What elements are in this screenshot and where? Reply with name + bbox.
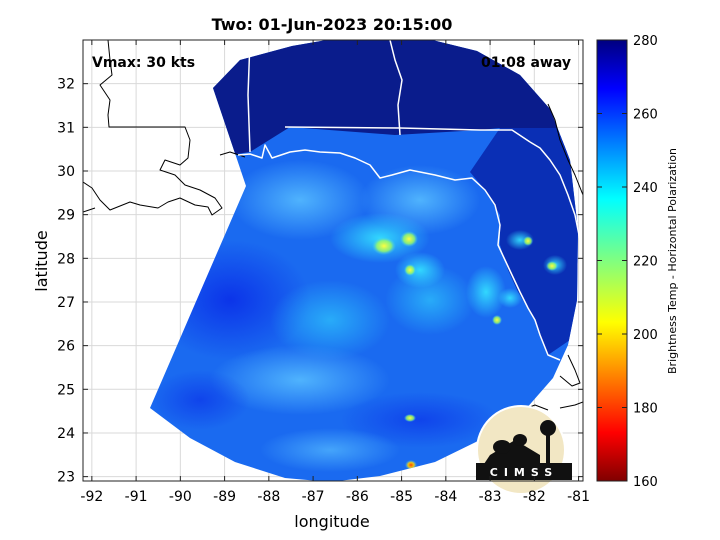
axes-frame	[82, 39, 584, 482]
cimss-logo: CIMSS	[476, 405, 572, 495]
x-tick-label: -92	[80, 489, 103, 505]
y-tick-label: 23	[57, 470, 75, 486]
x-tick-label: -87	[302, 489, 325, 505]
y-tick-label: 30	[57, 164, 75, 180]
y-tick-label: 24	[57, 426, 75, 442]
colorbar-tick-label: 160	[633, 475, 658, 490]
x-tick-label: -84	[434, 489, 457, 505]
y-tick-label: 25	[57, 382, 75, 398]
y-tick-labels: 23 24 25 26 27 28 29 30 31 32	[57, 77, 75, 486]
y-tick-label: 29	[57, 208, 75, 224]
logo-text: CIMSS	[490, 466, 558, 479]
y-axis-label: latitude	[32, 230, 51, 291]
y-tick-label: 28	[57, 251, 75, 267]
x-tick-label: -85	[390, 489, 413, 505]
y-tick-label: 31	[57, 120, 75, 136]
x-tick-label: -91	[125, 489, 148, 505]
x-tick-labels: -92 -91 -90 -89 -88 -87 -86 -85 -84 -83 -82 -81	[80, 489, 590, 505]
colorbar-tick-label: 220	[633, 255, 658, 270]
colorbar-tick-label: 180	[633, 402, 658, 417]
x-tick-label: -83	[479, 489, 502, 505]
tick-marks	[83, 40, 583, 481]
time-away-annotation: 01:08 away	[481, 55, 571, 71]
colorbar-ticks: 160 180 200 220 240 260 280	[597, 34, 658, 490]
x-tick-label: -90	[169, 489, 192, 505]
x-tick-label: -88	[257, 489, 280, 505]
y-tick-label: 27	[57, 295, 75, 311]
colorbar-tick-label: 200	[633, 328, 658, 343]
colorbar-tick-label: 260	[633, 108, 658, 123]
x-tick-label: -82	[523, 489, 546, 505]
colorbar-tick-label: 280	[633, 34, 658, 49]
x-tick-label: -81	[567, 489, 590, 505]
vmax-annotation: Vmax: 30 kts	[92, 55, 195, 71]
colorbar: 160 180 200 220 240 260 280 Brightness Temp - …	[596, 34, 679, 490]
colorbar-label: Brightness Temp - Horizontal Polarizatio…	[666, 148, 679, 374]
y-tick-label: 32	[57, 77, 75, 93]
x-tick-label: -86	[346, 489, 369, 505]
coastlines	[83, 40, 583, 411]
y-tick-label: 26	[57, 339, 75, 355]
x-axis-label: longitude	[294, 512, 369, 531]
x-tick-label: -89	[213, 489, 236, 505]
colorbar-tick-label: 240	[633, 181, 658, 196]
chart-title: Two: 01-Jun-2023 20:15:00	[212, 15, 453, 34]
